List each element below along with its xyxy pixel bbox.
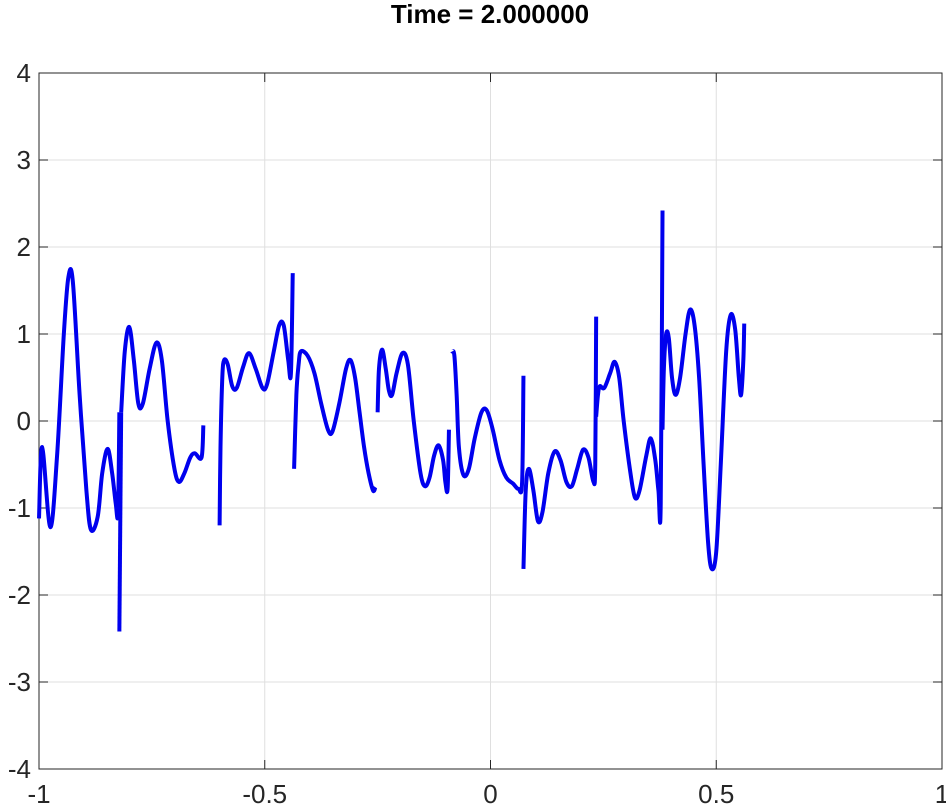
- y-tick-label: 0: [17, 406, 31, 436]
- y-tick-label: -4: [8, 754, 31, 784]
- x-tick-label: 0: [483, 779, 497, 809]
- series-line-segment: [594, 210, 665, 525]
- series-line-segment: [660, 307, 747, 572]
- y-tick-label: -2: [8, 580, 31, 610]
- y-tick-label: 2: [17, 232, 31, 262]
- series-line-segment: [119, 325, 206, 484]
- y-tick-labels: -4 -3 -2 -1 0 1 2 3 4: [8, 58, 31, 784]
- y-tick-label: 4: [17, 58, 31, 88]
- y-tick-label: -1: [8, 493, 31, 523]
- series-line-segment: [217, 273, 295, 526]
- y-tick-label: -3: [8, 667, 31, 697]
- series-line-segment: [292, 348, 378, 494]
- series-group: [37, 210, 747, 632]
- x-tick-labels: -1 -0.5 0 0.5 1: [27, 779, 946, 809]
- series-line-segment: [37, 267, 122, 533]
- chart-title: Time = 2.000000: [391, 0, 589, 29]
- x-tick-label: -0.5: [242, 779, 287, 809]
- series-line-segment: [375, 347, 451, 495]
- series-line-segment: [117, 412, 124, 632]
- x-tick-label: 0.5: [698, 779, 734, 809]
- series-line-segment: [450, 349, 526, 495]
- series-line-segment: [521, 316, 599, 569]
- x-tick-label: -1: [27, 779, 50, 809]
- y-tick-label: 3: [17, 145, 31, 175]
- x-tick-label: 1: [935, 779, 946, 809]
- y-tick-label: 1: [17, 319, 31, 349]
